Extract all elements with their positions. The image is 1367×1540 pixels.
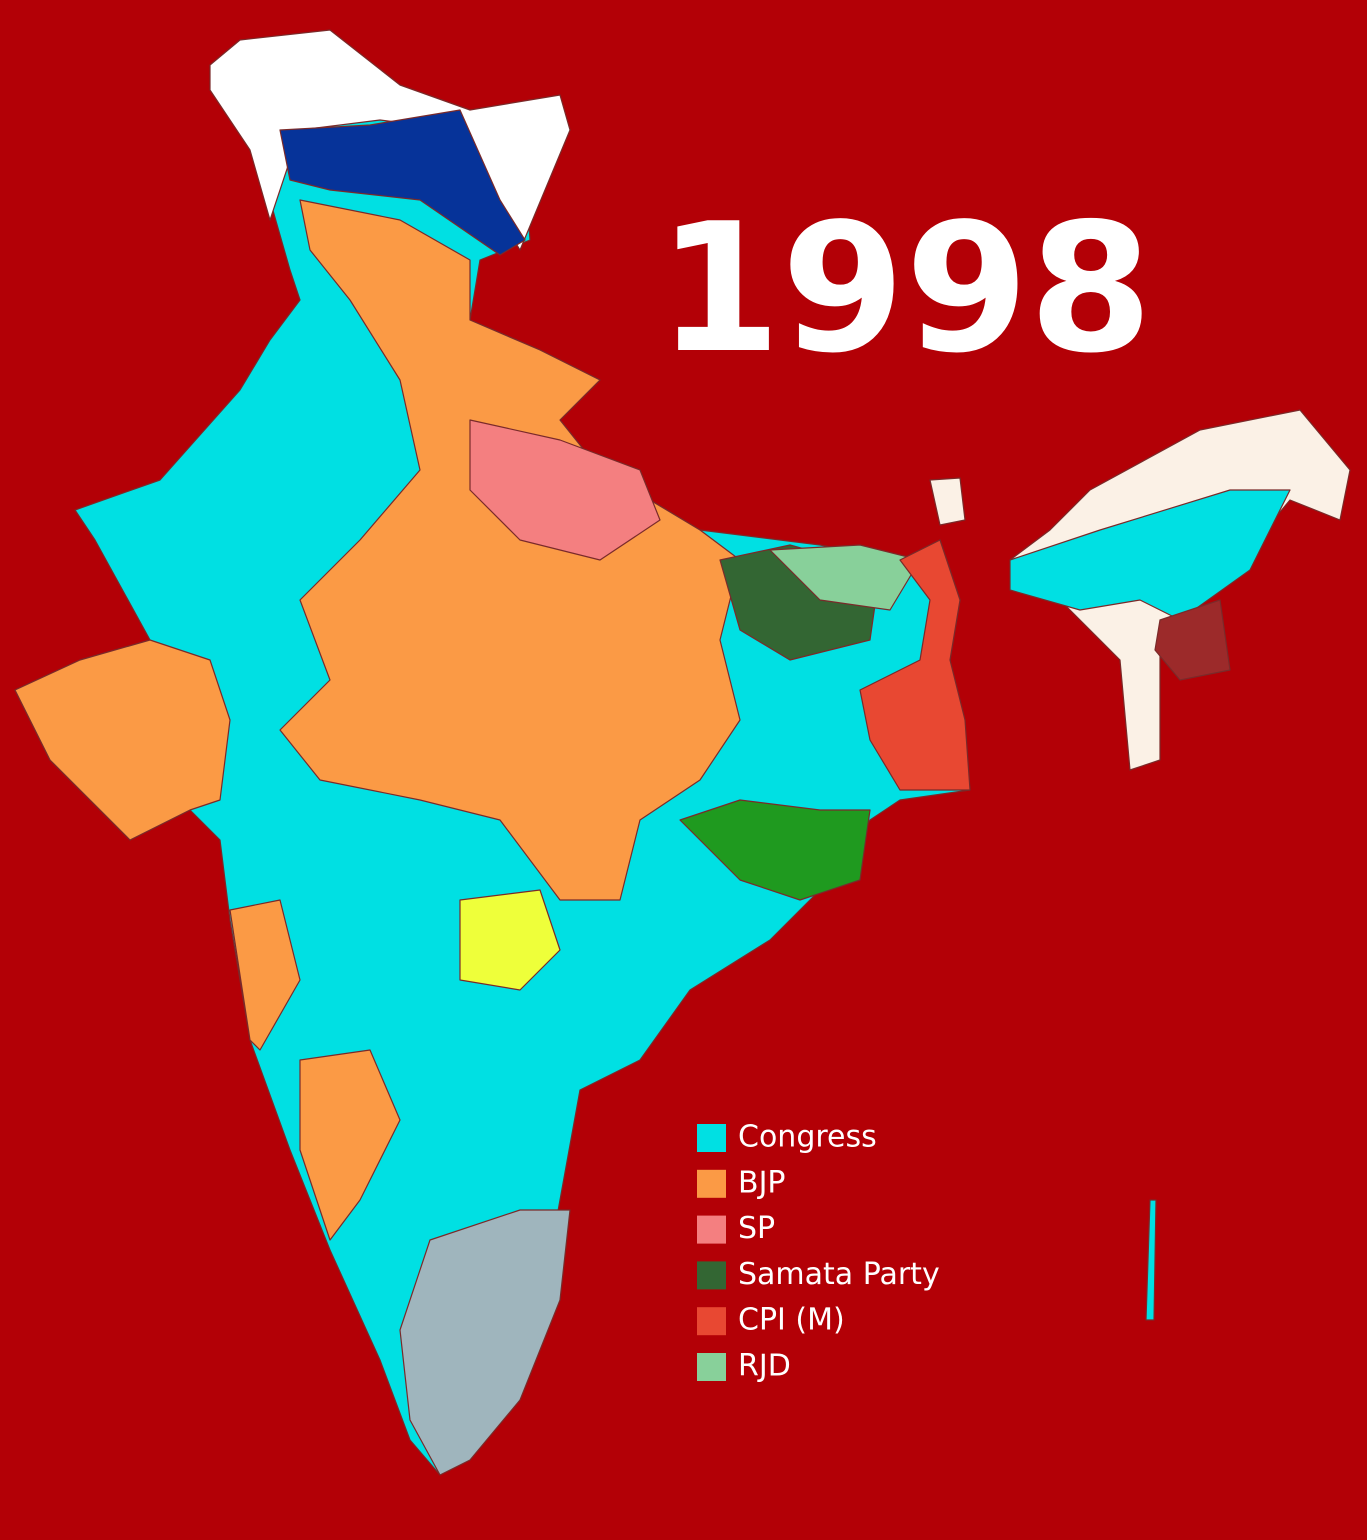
legend-label: SP bbox=[738, 1211, 775, 1246]
legend-swatch bbox=[697, 1353, 726, 1381]
region bbox=[279, 199, 741, 901]
legend-label: Samata Party bbox=[738, 1257, 940, 1292]
region bbox=[1009, 489, 1291, 621]
region bbox=[679, 799, 871, 901]
region bbox=[14, 639, 231, 841]
legend: Congress BJP SP Samata Party CPI (M) RJD bbox=[697, 1120, 940, 1384]
region bbox=[1145, 1199, 1157, 1321]
region bbox=[279, 109, 526, 256]
legend-swatch bbox=[697, 1169, 726, 1198]
region bbox=[469, 419, 661, 561]
legend-swatch bbox=[697, 1307, 726, 1336]
legend-label: RJD bbox=[738, 1349, 791, 1384]
region bbox=[229, 899, 301, 1051]
map-title: 1998 bbox=[657, 185, 1152, 392]
region bbox=[1154, 599, 1231, 681]
region bbox=[299, 1049, 401, 1241]
region bbox=[929, 477, 966, 526]
legend-swatch bbox=[697, 1261, 726, 1290]
legend-label: CPI (M) bbox=[738, 1303, 845, 1338]
region bbox=[859, 539, 971, 791]
legend-label: BJP bbox=[738, 1165, 786, 1200]
legend-swatch bbox=[697, 1215, 726, 1244]
map bbox=[14, 29, 1351, 1476]
legend-label: Congress bbox=[738, 1120, 877, 1155]
legend-swatch bbox=[697, 1124, 726, 1152]
region bbox=[459, 889, 561, 991]
region bbox=[399, 1209, 571, 1476]
region bbox=[769, 544, 921, 611]
